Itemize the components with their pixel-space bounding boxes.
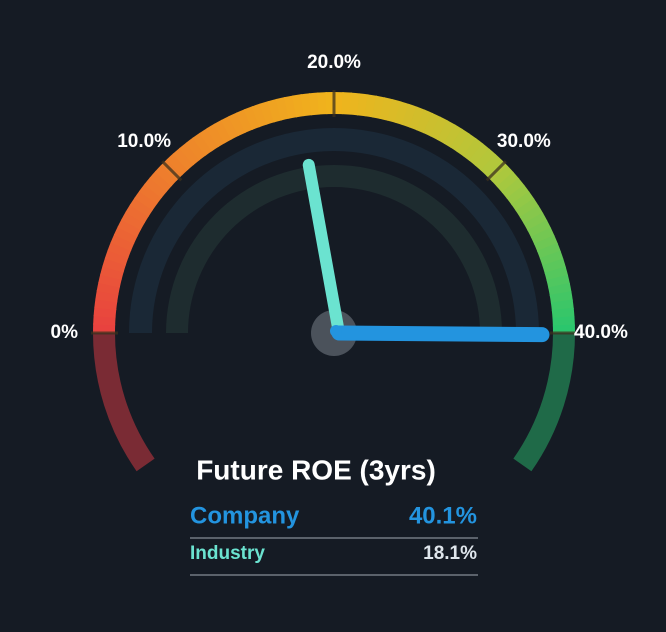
gauge-arc-segment [113,226,138,244]
gauge-arc-segment [166,153,189,176]
gauge-arc-segment [213,119,233,144]
gauge-arc-segment [523,212,548,232]
gauge-arc-segment [267,98,283,123]
tick-label: 10.0% [117,131,171,152]
gauge-arc-segment [408,106,426,131]
tick-label: 0% [51,322,79,343]
gauge-arc-segment [443,124,463,148]
gauge-arc-segment [530,227,555,245]
gauge-arc-segment [550,299,574,312]
gauge-arc-segment [372,95,386,120]
legend-name: Industry [190,543,265,564]
gauge-arc-segment [423,112,441,137]
gauge-arc-segment [96,281,121,295]
gauge-arc-segment [537,242,561,260]
gauge-arc-segment [496,171,520,194]
gauge-arc-segment [456,133,477,157]
tick-label: 30.0% [497,131,551,152]
gauge-arc-segment [93,323,116,333]
gauge-arc-segment [542,258,567,274]
gauge-arc-segment [251,103,268,128]
gauge-arc-segment [139,183,163,205]
gauge-arc-segment [192,132,213,156]
tick-mark [161,160,183,182]
lower-arc-left [93,333,155,472]
gauge-arc-segment [134,190,158,211]
gauge-arc-segment [144,177,167,199]
gauge-arc-segment [220,115,240,140]
gauge-arc-segment [394,101,410,126]
gauge-arc-segment [379,97,394,121]
gauge-arc-segment [515,198,540,218]
gauge-arc-segment [308,92,320,116]
gauge-arc-segment [228,112,246,137]
gauge-arc-segment [110,233,135,251]
gauge-arc-segment [104,249,129,266]
gauge-arc-segment [107,241,132,259]
gauge-arc-segment [102,257,127,273]
needle [331,325,550,343]
gauge-arc-segment [100,265,124,281]
gauge-arc-segment [527,219,552,239]
gauge-arc-segment [552,316,575,327]
gauge-arc-segment [243,106,261,130]
legend-name: Company [190,502,300,529]
gauge-arc-segment [430,116,449,141]
gauge-arc-segment [98,273,122,288]
legend-value: 18.1% [423,543,477,564]
gauge-arc-segment [462,138,484,162]
tick-label: 20.0% [307,52,361,73]
gauge-arc-segment [501,178,525,200]
gauge-arc-segment [199,127,219,152]
gauge-arc-segment [121,211,145,231]
needle [302,158,345,339]
gauge-arc-segment [179,142,201,166]
gauge-arc-segment [480,153,503,177]
gauge-arc-segment [519,205,544,225]
gauge-arc-segment [386,99,402,123]
gauge-arc-segment [511,191,535,212]
gauge-arc-segment [154,164,178,187]
gauge-arc-segment [450,128,470,153]
hub-center [330,325,342,337]
gauge-arc-segment [534,234,558,253]
gauge-arc-segment [334,92,344,115]
gauge-arc-segment [93,314,116,326]
gauge-arc-segment [185,137,207,161]
gauge-arc-segment [551,307,575,319]
gauge-arc-segment [552,324,575,333]
gauge-rings [93,92,575,472]
gauge-arc-segment [539,250,564,267]
gauge-arc-segment [125,204,149,224]
gauge-arc-segment [259,100,275,125]
tick-mark [485,160,507,182]
tick-label: 40.0% [574,322,628,343]
gauge-arc-segment [235,109,254,133]
chart-title: Future ROE (3yrs) [196,454,436,485]
gauge-arc-segment [401,103,418,128]
gauge-arc-segment [468,143,490,166]
gauge-arc-segment [491,165,514,188]
gauge-arc-segment [129,197,154,217]
gauge-arc-segment [436,120,456,144]
gauge-arc-segment [341,92,353,115]
gauge-arc-segment [317,92,328,115]
gauge-arc-segment [474,148,497,172]
legend-value: 40.1% [409,502,477,529]
gauge-arc-segment [416,109,434,134]
gauge-arc-segment [506,184,530,206]
gauge-arc-segment [172,147,195,171]
gauge-arc-segment [206,123,226,148]
lower-arc-right [513,333,575,472]
inner-ring [129,128,539,333]
gauge-arc-segment [300,93,313,117]
gauge-arc-segment [544,266,569,282]
gauge-arc-segment [117,218,142,237]
gauge-arc-segment [149,170,173,193]
inner-ring [166,165,502,333]
